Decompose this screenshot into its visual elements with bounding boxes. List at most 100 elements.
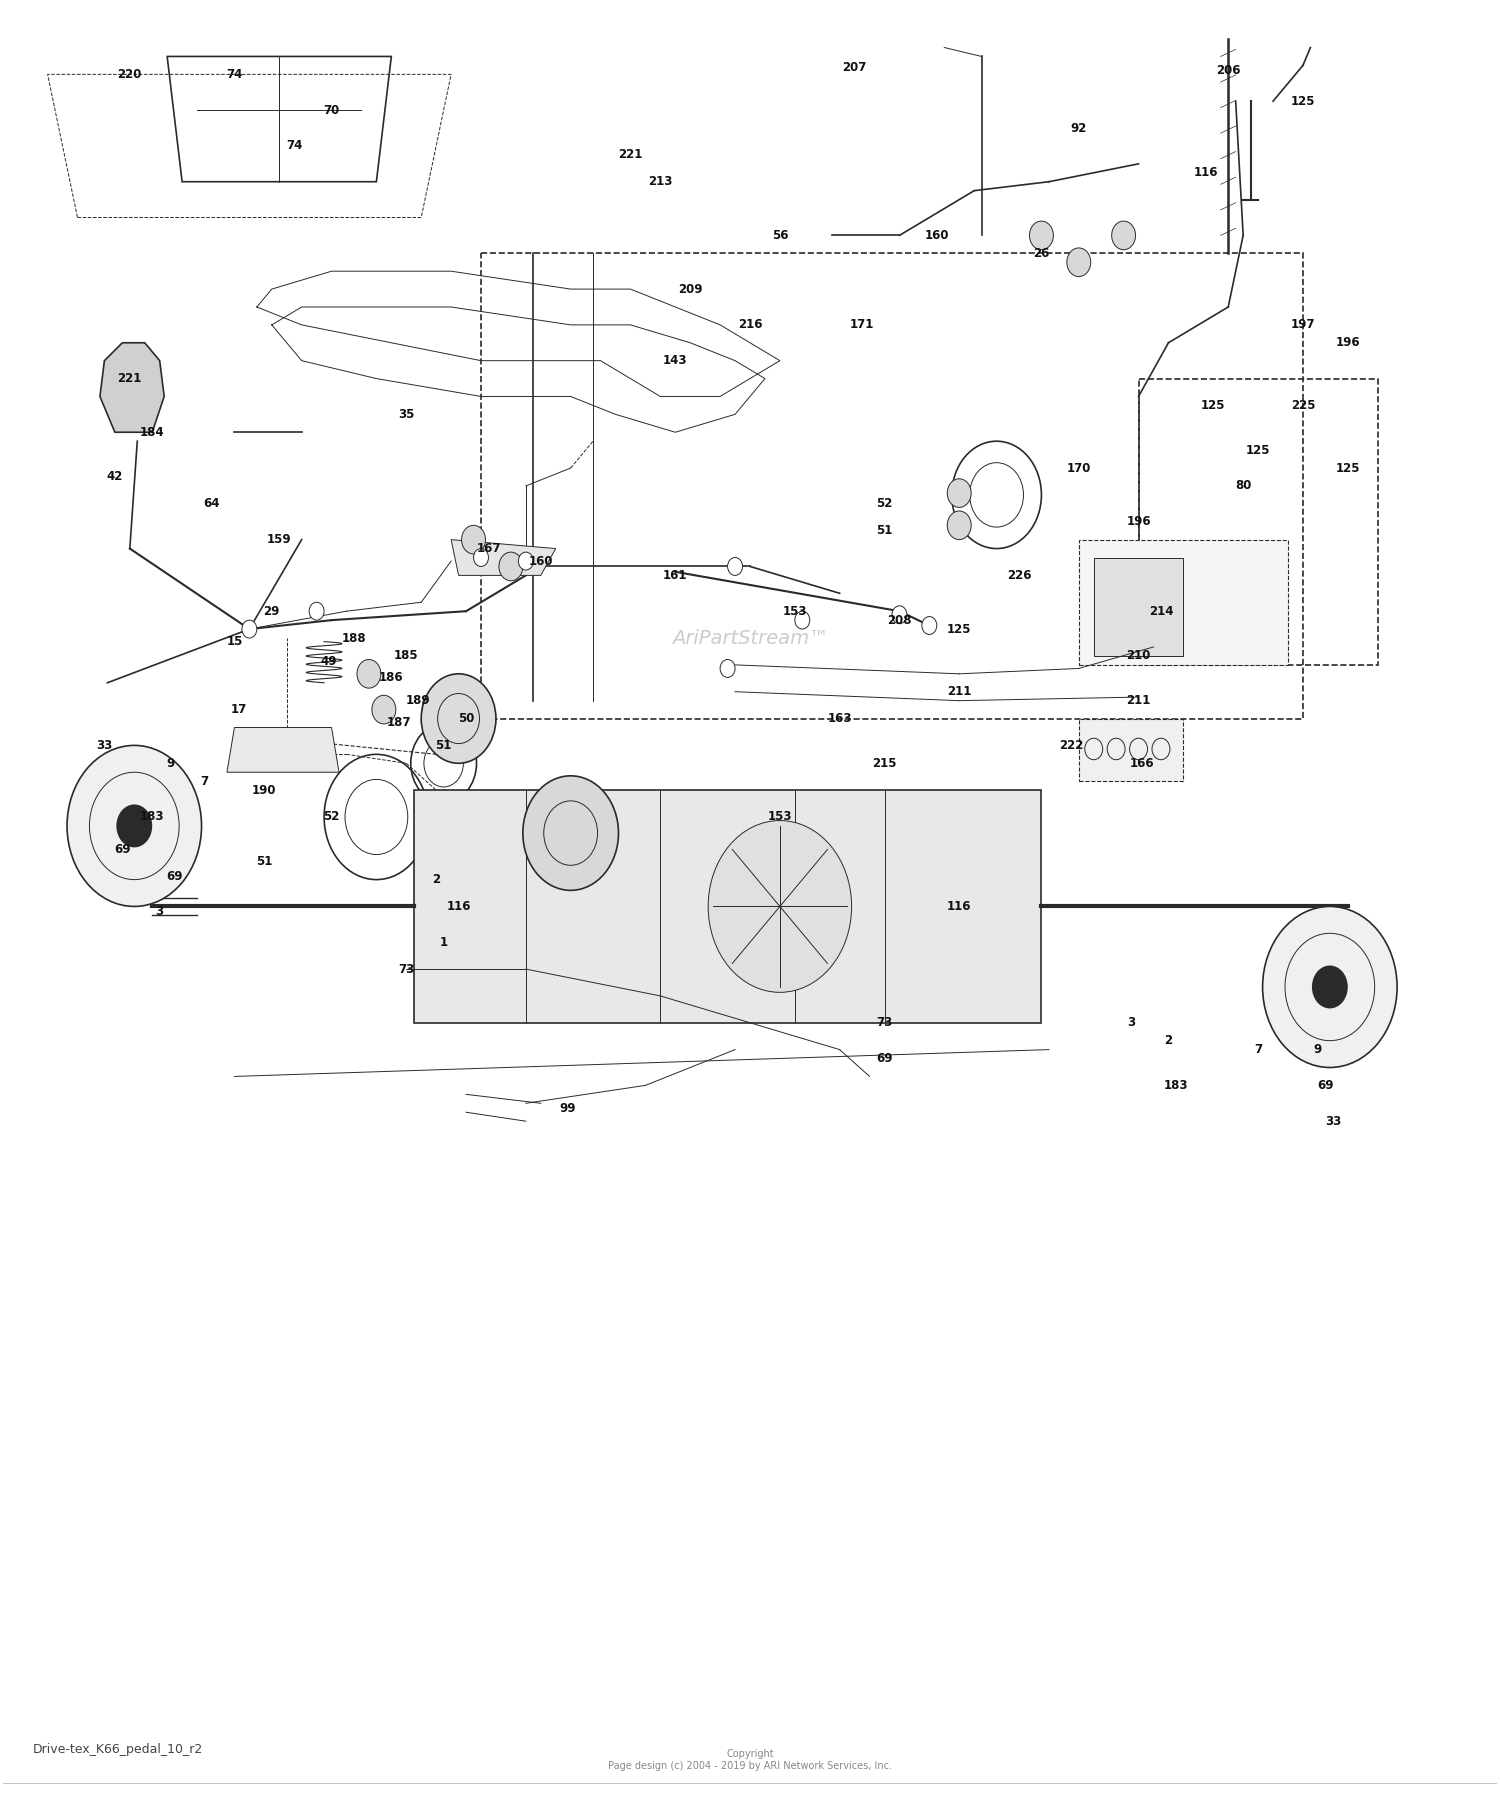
Text: 7: 7: [201, 775, 208, 788]
Text: 92: 92: [1071, 122, 1088, 135]
Text: 42: 42: [106, 470, 123, 483]
Circle shape: [524, 775, 618, 890]
Text: 9: 9: [166, 757, 174, 770]
Text: 167: 167: [476, 542, 501, 555]
Text: 196: 196: [1126, 515, 1150, 528]
Circle shape: [728, 558, 742, 576]
Text: 69: 69: [166, 869, 183, 883]
Text: 209: 209: [678, 282, 702, 296]
Circle shape: [372, 695, 396, 723]
Text: 221: 221: [618, 149, 642, 162]
Text: 171: 171: [850, 318, 874, 332]
Text: 33: 33: [1324, 1115, 1341, 1127]
Text: 17: 17: [231, 704, 248, 716]
Circle shape: [68, 745, 201, 906]
Text: 125: 125: [1202, 398, 1225, 411]
Text: 183: 183: [1164, 1079, 1188, 1091]
Bar: [414, 790, 1041, 1023]
Text: 189: 189: [406, 695, 430, 707]
Text: 208: 208: [886, 614, 912, 626]
Text: 99: 99: [560, 1102, 576, 1115]
Text: 116: 116: [946, 899, 972, 914]
Text: 214: 214: [1149, 605, 1173, 617]
Text: 153: 153: [783, 605, 807, 617]
Text: 166: 166: [1130, 757, 1154, 770]
Polygon shape: [1078, 718, 1184, 781]
Text: 73: 73: [398, 962, 414, 975]
Text: 125: 125: [1335, 461, 1360, 474]
Text: 225: 225: [1290, 398, 1316, 411]
Circle shape: [720, 659, 735, 677]
Circle shape: [462, 526, 486, 555]
Text: 69: 69: [876, 1052, 892, 1064]
Text: 153: 153: [768, 811, 792, 824]
Circle shape: [948, 479, 970, 508]
Text: Copyright
Page design (c) 2004 - 2019 by ARI Network Services, Inc.: Copyright Page design (c) 2004 - 2019 by…: [608, 1748, 892, 1770]
Circle shape: [1112, 221, 1136, 250]
Text: 1: 1: [440, 935, 447, 950]
Circle shape: [357, 659, 381, 687]
Circle shape: [892, 607, 908, 623]
Circle shape: [1312, 966, 1348, 1009]
Text: 56: 56: [771, 230, 788, 242]
Text: 3: 3: [1126, 1016, 1136, 1029]
Circle shape: [1029, 221, 1053, 250]
Text: 74: 74: [226, 68, 243, 81]
Text: 116: 116: [447, 899, 471, 914]
Text: 221: 221: [117, 372, 142, 386]
Text: 73: 73: [876, 1016, 892, 1029]
Text: 125: 125: [946, 623, 972, 635]
Text: 51: 51: [435, 740, 451, 752]
Text: 213: 213: [648, 176, 672, 188]
Text: 50: 50: [458, 713, 474, 725]
Text: 190: 190: [252, 784, 276, 797]
Bar: [1094, 558, 1184, 655]
Text: 222: 222: [1059, 740, 1083, 752]
Text: 33: 33: [96, 740, 112, 752]
Circle shape: [309, 603, 324, 619]
Text: 183: 183: [140, 811, 165, 824]
Circle shape: [1066, 248, 1090, 276]
Text: 196: 196: [1335, 336, 1360, 350]
Text: 215: 215: [873, 757, 897, 770]
Polygon shape: [452, 540, 555, 576]
Text: 206: 206: [1216, 65, 1240, 77]
Text: 160: 160: [924, 230, 950, 242]
Text: 125: 125: [1246, 443, 1270, 456]
Text: 51: 51: [256, 854, 273, 869]
Text: 161: 161: [663, 569, 687, 582]
Text: 125: 125: [1290, 95, 1316, 108]
Text: 163: 163: [828, 713, 852, 725]
Circle shape: [422, 673, 497, 763]
Text: 220: 220: [117, 68, 142, 81]
Polygon shape: [226, 727, 339, 772]
Text: 188: 188: [342, 632, 366, 644]
Polygon shape: [1078, 540, 1288, 664]
Circle shape: [117, 804, 152, 847]
Circle shape: [1263, 906, 1396, 1068]
Text: 69: 69: [114, 842, 130, 856]
Text: 216: 216: [738, 318, 762, 332]
Text: 2: 2: [1164, 1034, 1173, 1046]
Text: 210: 210: [1126, 650, 1150, 662]
Circle shape: [795, 610, 810, 628]
Circle shape: [922, 616, 938, 634]
Text: 51: 51: [876, 524, 892, 537]
Text: 159: 159: [267, 533, 291, 546]
Text: 29: 29: [264, 605, 280, 617]
Text: 69: 69: [1317, 1079, 1334, 1091]
Text: 70: 70: [324, 104, 339, 117]
Text: 52: 52: [324, 811, 339, 824]
Circle shape: [708, 820, 852, 993]
Text: 7: 7: [1254, 1043, 1262, 1055]
Text: 80: 80: [1234, 479, 1251, 492]
Circle shape: [519, 553, 534, 571]
Text: 184: 184: [140, 425, 165, 438]
Text: 26: 26: [1034, 246, 1050, 260]
Text: 207: 207: [843, 61, 867, 74]
Text: 52: 52: [876, 497, 892, 510]
Text: 2: 2: [432, 872, 439, 887]
Text: 49: 49: [321, 655, 338, 668]
Text: 64: 64: [204, 497, 220, 510]
Text: 187: 187: [387, 716, 411, 729]
